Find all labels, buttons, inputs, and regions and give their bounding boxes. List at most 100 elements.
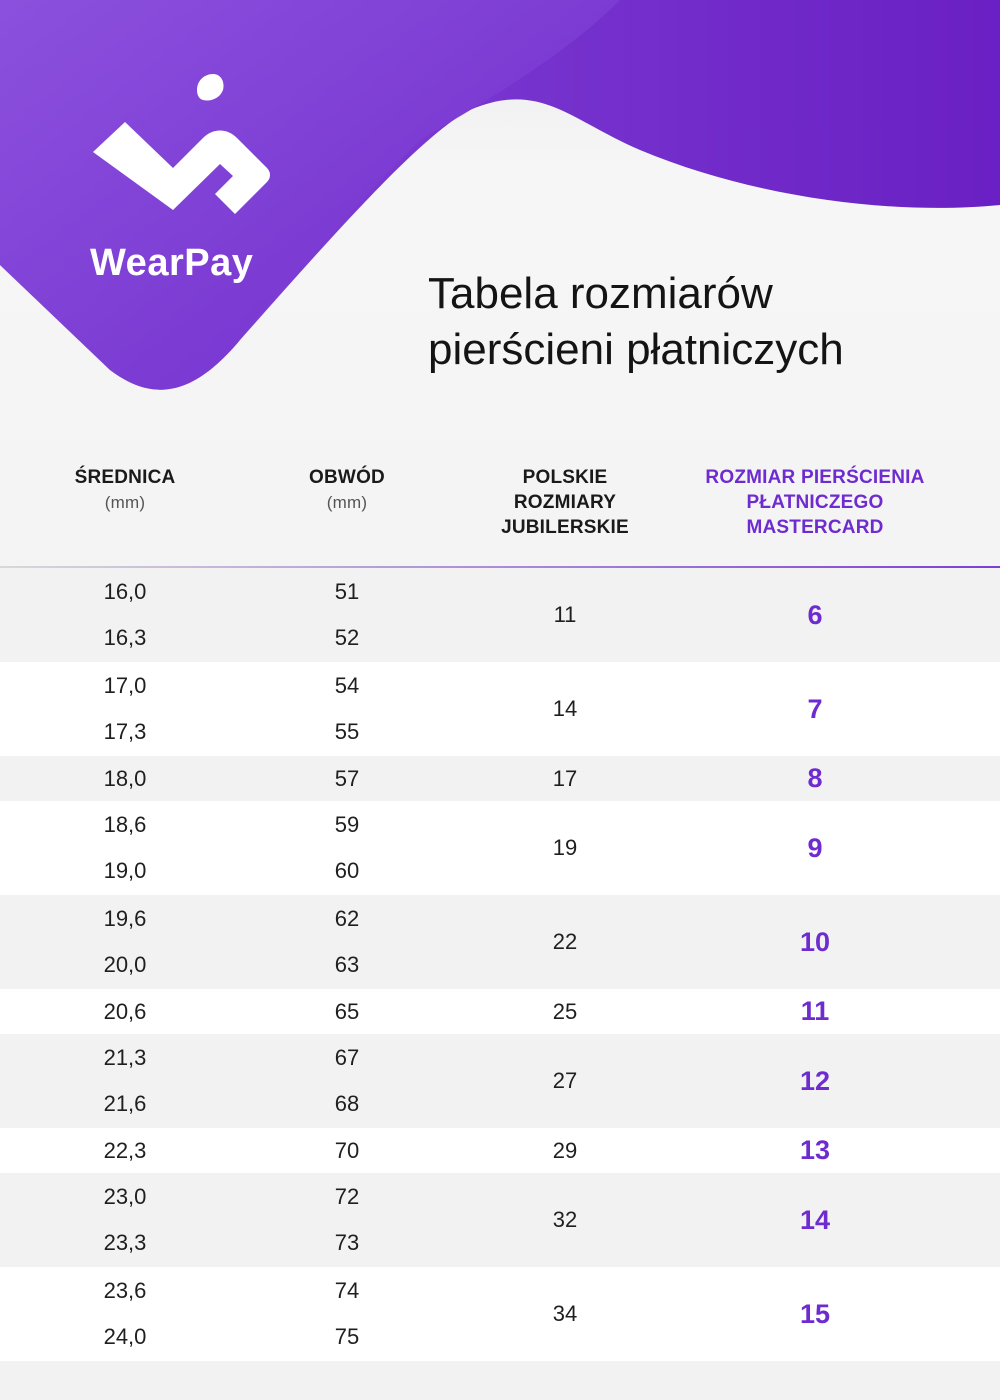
mastercard-size-cell: 6: [807, 600, 823, 630]
header-polish-line-1: POLSKIE: [522, 467, 608, 488]
table-row-group: 18,6 59 19,0 60 19 9: [0, 801, 1000, 895]
polish-size-cell: 22: [552, 929, 578, 954]
header-diameter-unit: (mm): [104, 493, 146, 512]
circumference-cell: 51: [334, 579, 360, 604]
mastercard-size-cell: 14: [799, 1205, 831, 1235]
circumference-cell: 60: [334, 858, 360, 883]
diameter-cell: 20,6: [103, 999, 147, 1024]
polish-size-cell: 25: [552, 999, 578, 1024]
table-row-group: 18,0 57 17 8: [0, 756, 1000, 801]
table-row: 23,3 73: [0, 1220, 1000, 1266]
table-row: 17,0 54: [0, 663, 1000, 709]
page-title: Tabela rozmiarów pierścieni płatniczych: [428, 266, 988, 378]
table-row-group: 19,6 62 20,0 63 22 10: [0, 895, 1000, 989]
circumference-cell: 70: [334, 1138, 360, 1163]
table-header: ŚREDNICA (mm) OBWÓD (mm) POLSKIE ROZMIAR…: [0, 465, 1000, 565]
diameter-cell: 21,6: [103, 1091, 147, 1116]
circumference-cell: 75: [334, 1324, 360, 1349]
diameter-cell: 23,3: [103, 1230, 147, 1255]
table-row: 21,6 68: [0, 1081, 1000, 1127]
diameter-cell: 23,6: [103, 1278, 147, 1303]
table-row-group: 17,0 54 17,3 55 14 7: [0, 662, 1000, 756]
polish-size-cell: 32: [552, 1207, 578, 1232]
circumference-cell: 73: [334, 1230, 360, 1255]
polish-size-cell: 17: [552, 766, 578, 791]
circumference-cell: 59: [334, 812, 360, 837]
circumference-cell: 65: [334, 999, 360, 1024]
diameter-cell: 19,0: [103, 858, 147, 883]
table-row: 23,0 72: [0, 1174, 1000, 1220]
table-row-group: 16,0 51 16,3 52 11 6: [0, 568, 1000, 662]
header-circumference: OBWÓD (mm): [272, 465, 422, 515]
table-row-group: 23,6 74 24,0 75 34 15: [0, 1267, 1000, 1361]
table-row-group: 20,6 65 25 11: [0, 989, 1000, 1034]
header-mastercard-size: ROZMIAR PIERŚCIENIA PŁATNICZEGO MASTERCA…: [680, 465, 950, 540]
diameter-cell: 18,6: [103, 812, 147, 837]
wearpay-logo-mark: [93, 74, 270, 214]
diameter-cell: 24,0: [103, 1324, 147, 1349]
header-polish-line-2: ROZMIARY: [513, 492, 617, 513]
table-row: 20,0 63: [0, 942, 1000, 988]
header-divider: [0, 566, 1000, 568]
circumference-cell: 54: [334, 673, 360, 698]
header-circumference-label: OBWÓD: [309, 467, 385, 488]
header-mastercard-line-3: MASTERCARD: [746, 517, 884, 538]
header-polish-line-3: JUBILERSKIE: [501, 517, 629, 538]
diameter-cell: 17,0: [103, 673, 147, 698]
table-row: 16,0 51: [0, 569, 1000, 615]
circumference-cell: 57: [334, 766, 360, 791]
table-row-group: 22,3 70 29 13: [0, 1128, 1000, 1173]
header-diameter: ŚREDNICA (mm): [50, 465, 200, 515]
header-polish-sizes: POLSKIE ROZMIARY JUBILERSKIE: [465, 465, 665, 540]
table-row: 16,3 52: [0, 615, 1000, 661]
mastercard-size-cell: 15: [799, 1299, 831, 1329]
table-row: 19,0 60: [0, 848, 1000, 894]
table-row: 18,6 59: [0, 802, 1000, 848]
polish-size-cell: 27: [552, 1068, 578, 1093]
page-title-line-2: pierścieni płatniczych: [428, 325, 844, 374]
mastercard-size-cell: 13: [799, 1135, 831, 1165]
diameter-cell: 23,0: [103, 1184, 147, 1209]
mastercard-size-cell: 12: [799, 1066, 831, 1096]
diameter-cell: 17,3: [103, 719, 147, 744]
diameter-cell: 16,3: [103, 625, 147, 650]
diameter-cell: 19,6: [103, 906, 147, 931]
circumference-cell: 62: [334, 906, 360, 931]
table-row-group: 23,0 72 23,3 73 32 14: [0, 1173, 1000, 1267]
brand-name: WearPay: [90, 242, 254, 284]
table-row: 23,6 74: [0, 1268, 1000, 1314]
mastercard-size-cell: 11: [800, 996, 830, 1026]
header-mastercard-line-2: PŁATNICZEGO: [746, 492, 884, 513]
mastercard-size-cell: 7: [807, 694, 823, 724]
page-title-line-1: Tabela rozmiarów: [428, 269, 773, 318]
circumference-cell: 72: [334, 1184, 360, 1209]
header-diameter-label: ŚREDNICA: [74, 467, 176, 488]
circumference-cell: 55: [334, 719, 360, 744]
table-row: 19,6 62: [0, 896, 1000, 942]
table-row: 21,3 67: [0, 1035, 1000, 1081]
polish-size-cell: 11: [553, 602, 577, 627]
polish-size-cell: 14: [552, 696, 578, 721]
table-row: 17,3 55: [0, 709, 1000, 755]
diameter-cell: 18,0: [103, 766, 147, 791]
circumference-cell: 67: [334, 1045, 360, 1070]
size-table-body: 16,0 51 16,3 52 11 6 17,0 54 17,3 55 14 7 18,0 57 17 8 1…: [0, 568, 1000, 1361]
mastercard-size-cell: 9: [807, 833, 823, 863]
table-row: 18,0 57: [0, 756, 1000, 802]
circumference-cell: 68: [334, 1091, 360, 1116]
circumference-cell: 74: [334, 1278, 360, 1303]
mastercard-size-cell: 8: [807, 763, 823, 793]
header-circumference-unit: (mm): [326, 493, 368, 512]
polish-size-cell: 29: [552, 1138, 578, 1163]
polish-size-cell: 34: [552, 1301, 578, 1326]
diameter-cell: 20,0: [103, 952, 147, 977]
mastercard-size-cell: 10: [799, 927, 831, 957]
polish-size-cell: 19: [552, 835, 578, 860]
table-row: 22,3 70: [0, 1128, 1000, 1174]
table-row-group: 21,3 67 21,6 68 27 12: [0, 1034, 1000, 1128]
table-row: 20,6 65: [0, 989, 1000, 1035]
circumference-cell: 52: [334, 625, 360, 650]
circumference-cell: 63: [334, 952, 360, 977]
diameter-cell: 21,3: [103, 1045, 147, 1070]
